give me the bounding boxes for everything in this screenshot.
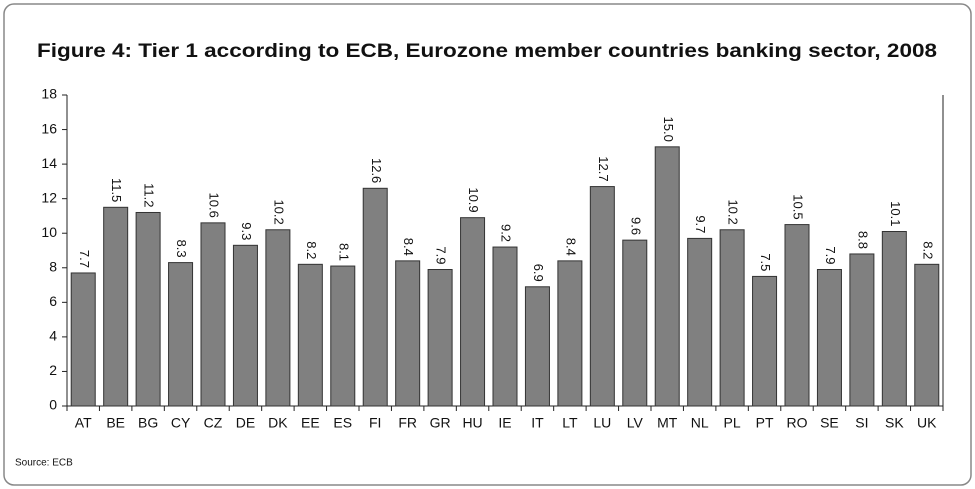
bar bbox=[589, 186, 615, 407]
bar bbox=[460, 217, 486, 407]
y-tick-label: 4 bbox=[49, 328, 57, 344]
value-label: 9.2 bbox=[499, 224, 514, 242]
y-tick-label: 16 bbox=[41, 120, 57, 136]
bar bbox=[622, 239, 648, 407]
y-tick-label: 14 bbox=[41, 155, 57, 171]
x-tick-label: FI bbox=[369, 415, 381, 431]
value-label: 8.8 bbox=[855, 231, 870, 249]
x-tick-label: IT bbox=[531, 415, 544, 431]
bar bbox=[914, 263, 940, 407]
x-tick-label: LV bbox=[627, 415, 644, 431]
value-label: 9.3 bbox=[239, 222, 254, 240]
value-label: 9.6 bbox=[628, 217, 643, 235]
bar bbox=[232, 244, 258, 407]
bar bbox=[297, 263, 323, 407]
y-tick-label: 8 bbox=[49, 258, 57, 274]
y-tick-label: 10 bbox=[41, 224, 57, 240]
value-label: 8.4 bbox=[563, 238, 578, 256]
bar bbox=[395, 260, 421, 407]
value-label: 15.0 bbox=[661, 117, 676, 142]
x-tick-label: EE bbox=[301, 415, 320, 431]
value-label: 6.9 bbox=[531, 264, 546, 282]
x-tick-label: DK bbox=[268, 415, 288, 431]
value-label: 8.2 bbox=[304, 241, 319, 259]
bar bbox=[427, 269, 453, 407]
x-tick-label: BE bbox=[106, 415, 125, 431]
bar bbox=[103, 206, 129, 407]
x-tick-label: ES bbox=[333, 415, 352, 431]
bar bbox=[784, 224, 810, 407]
bar bbox=[849, 253, 875, 407]
x-tick-label: NL bbox=[691, 415, 709, 431]
bar bbox=[654, 146, 680, 407]
value-label: 11.5 bbox=[109, 178, 124, 202]
value-label: 7.7 bbox=[77, 250, 92, 268]
y-tick-label: 0 bbox=[49, 397, 57, 413]
value-label: 10.9 bbox=[466, 187, 481, 212]
value-label: 8.3 bbox=[174, 240, 189, 258]
value-label: 8.1 bbox=[336, 243, 351, 261]
x-tick-label: SI bbox=[855, 415, 868, 431]
value-label: 10.6 bbox=[207, 193, 222, 218]
bar bbox=[557, 260, 583, 407]
bar bbox=[265, 229, 291, 407]
x-tick-label: AT bbox=[75, 415, 92, 431]
bar bbox=[330, 265, 356, 407]
value-label: 12.6 bbox=[369, 158, 384, 183]
x-tick-label: LU bbox=[593, 415, 611, 431]
x-tick-label: DE bbox=[236, 415, 255, 431]
x-tick-label: UK bbox=[917, 415, 937, 431]
x-tick-label: IE bbox=[498, 415, 511, 431]
x-tick-label: FR bbox=[398, 415, 417, 431]
value-label: 8.2 bbox=[920, 241, 935, 259]
y-tick-label: 6 bbox=[49, 293, 57, 309]
bar bbox=[881, 230, 907, 407]
bar bbox=[816, 269, 842, 407]
y-tick-label: 12 bbox=[41, 189, 57, 205]
value-label: 11.2 bbox=[142, 183, 157, 207]
source: Source: ECB bbox=[15, 458, 73, 469]
y-tick-label: 2 bbox=[49, 362, 57, 378]
bar bbox=[524, 286, 550, 407]
x-tick-label: PT bbox=[756, 415, 774, 431]
value-label: 12.7 bbox=[596, 156, 611, 181]
value-label: 9.7 bbox=[693, 215, 708, 233]
x-tick-label: SK bbox=[885, 415, 904, 431]
value-label: 7.9 bbox=[823, 246, 838, 264]
x-tick-label: GR bbox=[430, 415, 451, 431]
x-tick-label: LT bbox=[562, 415, 578, 431]
x-tick-label: MT bbox=[657, 415, 678, 431]
x-tick-label: SE bbox=[820, 415, 839, 431]
bar bbox=[135, 211, 161, 407]
x-tick-label: PL bbox=[724, 415, 741, 431]
bar bbox=[687, 237, 713, 407]
bar bbox=[200, 222, 226, 407]
value-label: 10.2 bbox=[726, 199, 741, 224]
value-label: 10.1 bbox=[888, 201, 903, 226]
x-tick-label: BG bbox=[138, 415, 158, 431]
bar bbox=[168, 262, 194, 407]
chart-title: Figure 4: Tier 1 according to ECB, Euroz… bbox=[37, 41, 937, 62]
bar bbox=[492, 246, 518, 407]
x-tick-label: HU bbox=[462, 415, 482, 431]
value-label: 8.4 bbox=[401, 238, 416, 256]
value-label: 10.2 bbox=[271, 199, 286, 224]
bar bbox=[362, 187, 388, 407]
x-tick-label: CZ bbox=[204, 415, 223, 431]
bar bbox=[719, 229, 745, 407]
x-tick-label: RO bbox=[787, 415, 808, 431]
x-tick-label: CY bbox=[171, 415, 191, 431]
bar bbox=[70, 272, 96, 407]
value-label: 7.5 bbox=[758, 253, 773, 271]
value-label: 10.5 bbox=[791, 194, 806, 219]
y-tick-label: 18 bbox=[41, 86, 57, 102]
bar bbox=[752, 275, 778, 407]
value-label: 7.9 bbox=[434, 246, 449, 264]
